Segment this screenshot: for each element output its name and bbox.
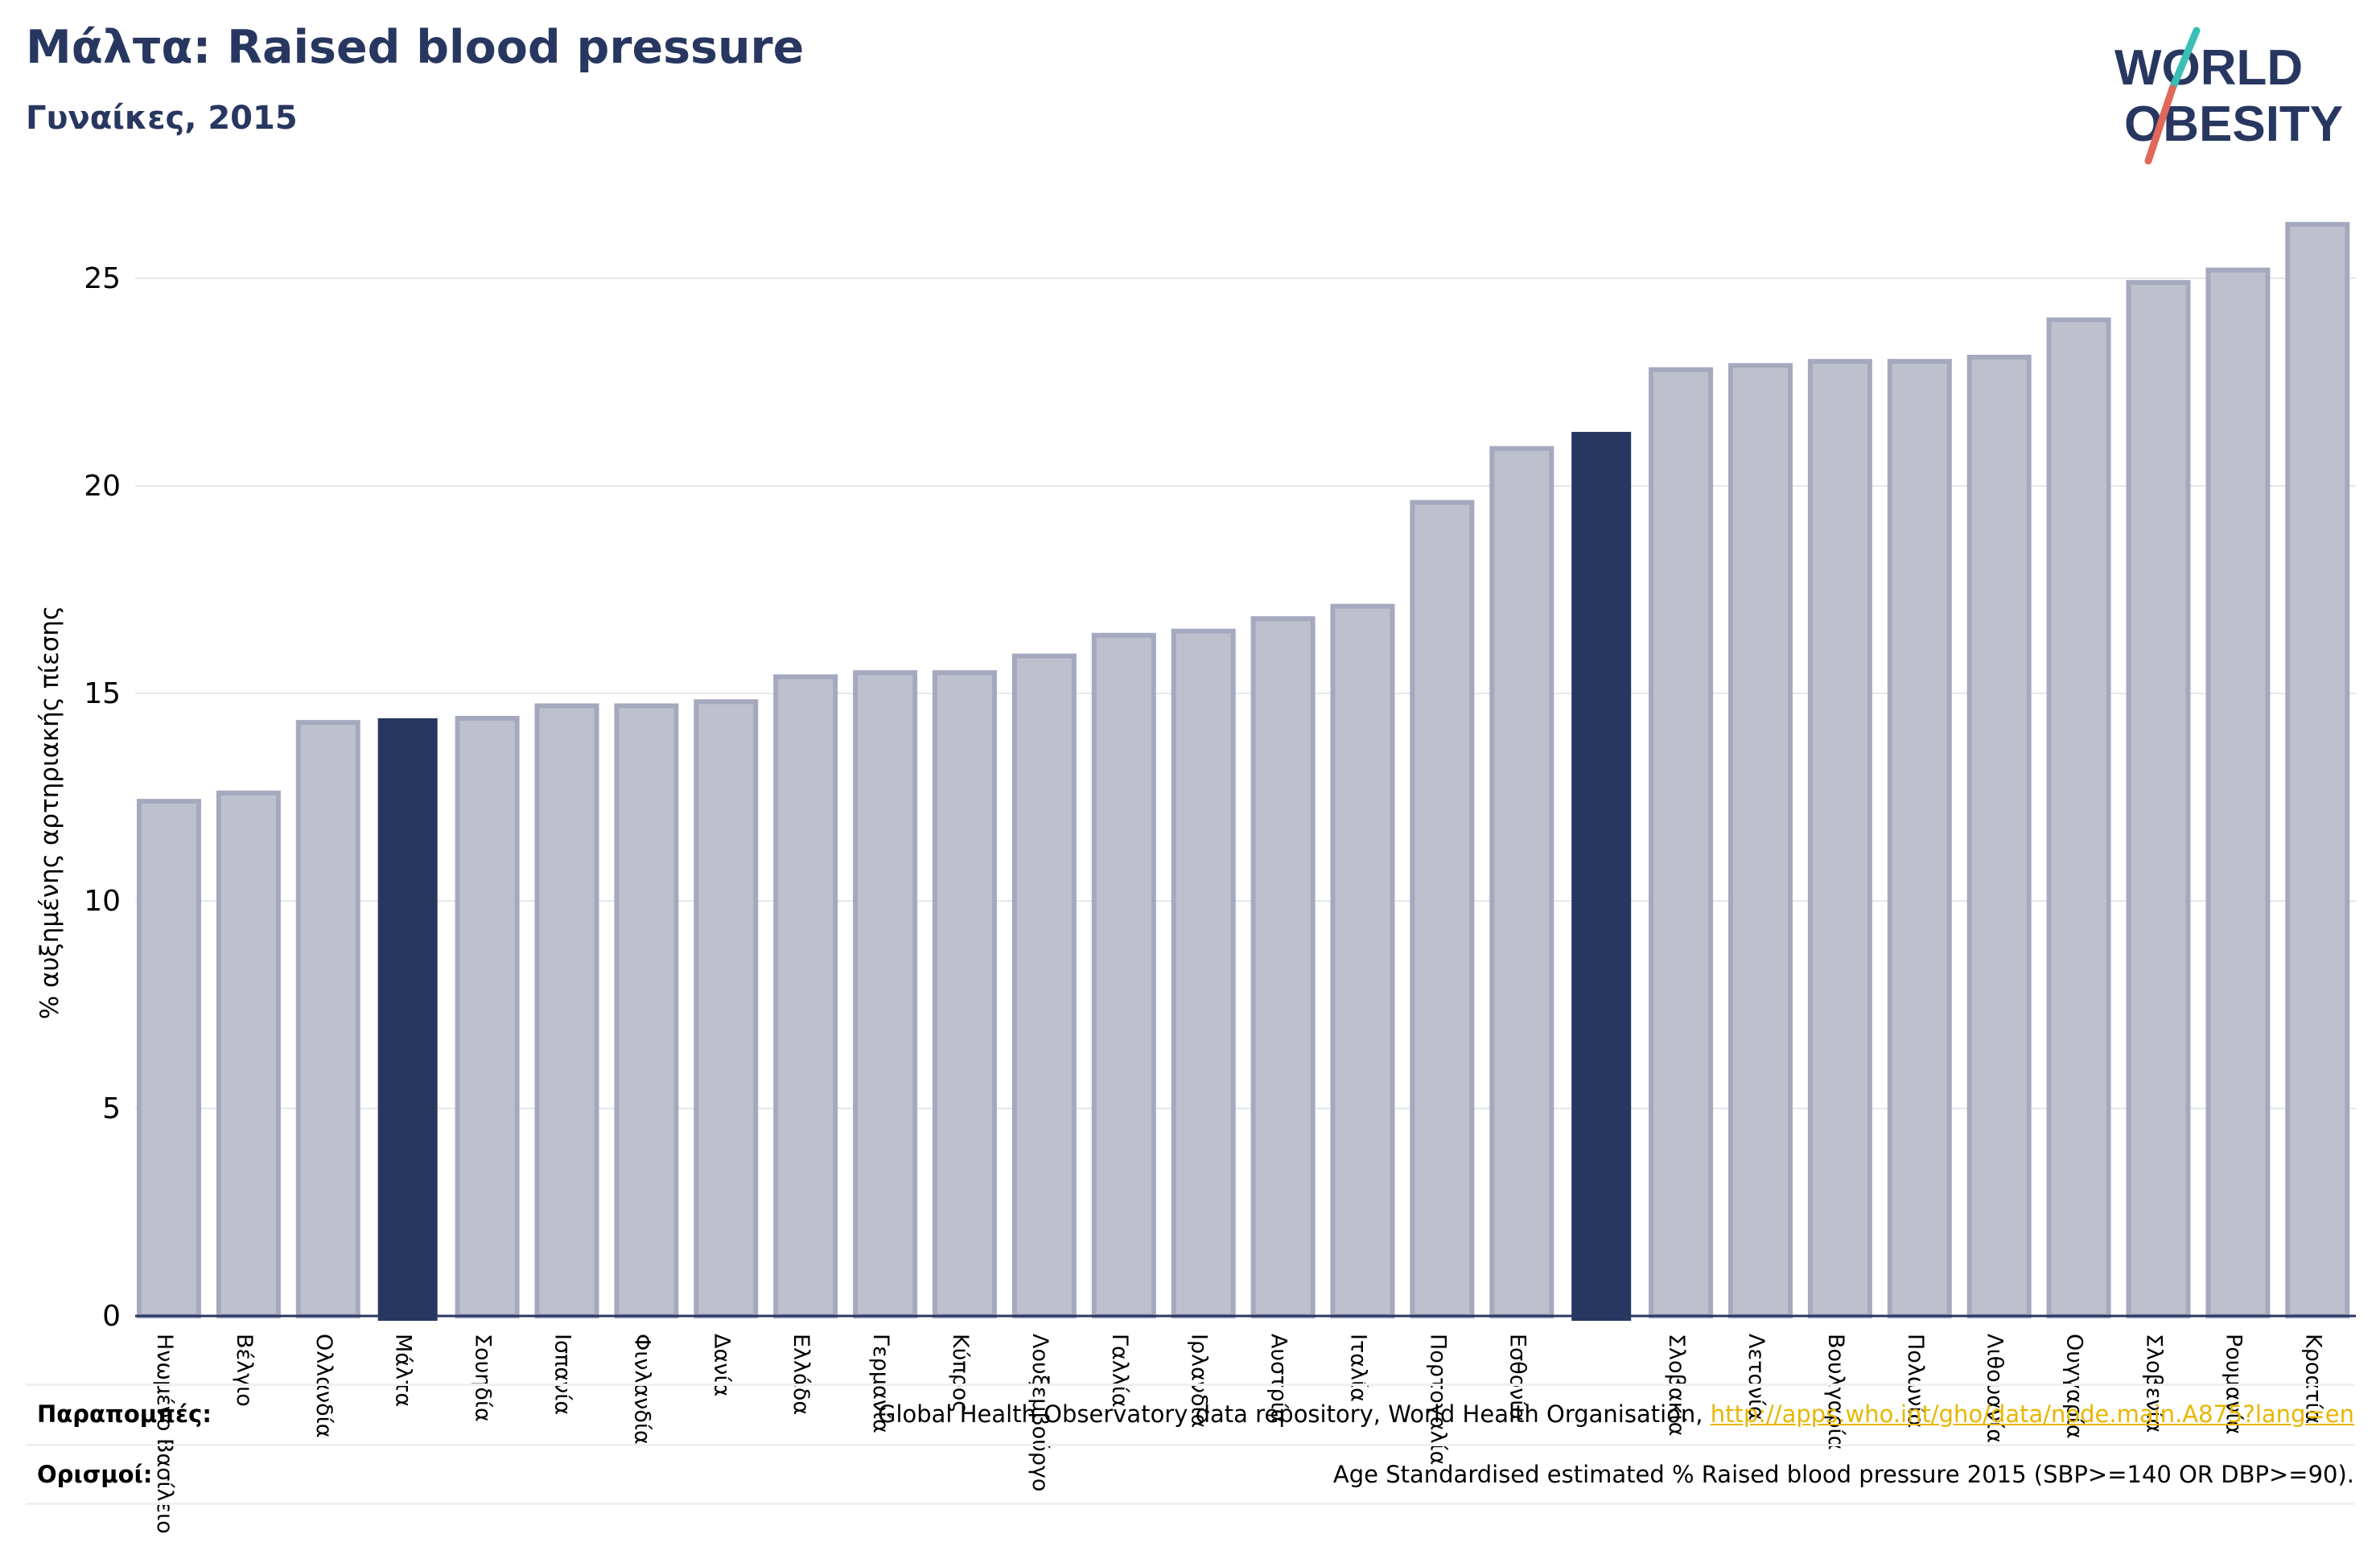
bar xyxy=(1966,355,2032,1318)
bar xyxy=(773,674,838,1318)
x-tick-label: Ιρλανδία xyxy=(1187,1334,1212,1428)
chart-title: Μάλτα: Raised blood pressure xyxy=(26,21,805,74)
bar xyxy=(1330,603,1395,1318)
x-tick-label: Γερμανία xyxy=(868,1334,893,1433)
x-tick-label: Εσθονία xyxy=(1505,1334,1530,1421)
bar xyxy=(2285,221,2350,1318)
bar xyxy=(1091,632,1156,1318)
bar xyxy=(1011,653,1077,1318)
bar xyxy=(694,699,759,1318)
bar xyxy=(216,790,281,1318)
bar xyxy=(534,703,599,1318)
x-tick-label: Ουγγαρία xyxy=(2062,1334,2087,1439)
references-link[interactable]: http://apps.who.int/gho/data/node.main.A… xyxy=(1710,1400,2354,1428)
bar xyxy=(1489,446,1554,1318)
x-tick-label: Βουλγαρία xyxy=(1823,1334,1848,1450)
bar-highlighted xyxy=(1571,431,1632,1322)
bar xyxy=(2046,317,2111,1319)
y-tick-label: 20 xyxy=(84,470,121,503)
bar xyxy=(1807,359,1872,1319)
definitions-text: Age Standardised estimated % Raised bloo… xyxy=(1332,1461,2354,1488)
x-tick-label: Κροατία xyxy=(2300,1334,2325,1424)
x-tick-label: Δανία xyxy=(709,1334,734,1396)
y-tick-label: 15 xyxy=(84,677,121,710)
x-tick-label: Σλοβενία xyxy=(2142,1334,2167,1433)
x-tick-label: Αυστρία xyxy=(1266,1334,1291,1424)
x-tick-label: Βέλγιο xyxy=(232,1334,257,1407)
bar xyxy=(2205,267,2271,1318)
bar xyxy=(1250,616,1316,1318)
bar xyxy=(1410,500,1475,1318)
definitions-label: Ορισμοί: xyxy=(37,1461,153,1488)
x-tick-label: Κύπρος xyxy=(948,1334,973,1413)
x-tick-label: Λετονία xyxy=(1744,1334,1769,1421)
references-label: Παραπομπές: xyxy=(37,1400,212,1428)
bar xyxy=(614,703,679,1318)
x-tick-label: Μάλτα xyxy=(391,1334,416,1407)
y-tick-label: 25 xyxy=(84,262,121,295)
x-tick-label: Πολωνία xyxy=(1903,1334,1928,1428)
bar-highlighted xyxy=(377,718,438,1321)
bars xyxy=(137,221,2350,1322)
x-tick-label: Λιθουανία xyxy=(1983,1334,2007,1443)
logo-line1: WORLD xyxy=(2114,40,2303,96)
x-tick-label: Ελλάδα xyxy=(789,1334,813,1415)
logo-slash-bottom xyxy=(2144,84,2176,165)
bar xyxy=(455,715,520,1318)
logo-slash-top xyxy=(2168,27,2201,93)
references-text: Global Health Observatory data repositor… xyxy=(878,1400,2354,1428)
bar xyxy=(295,720,360,1318)
world-obesity-logo: WORLD OBESITY xyxy=(2114,27,2343,165)
y-tick-label: 0 xyxy=(102,1300,121,1333)
x-tick-label: Πορτογαλία xyxy=(1425,1334,1450,1465)
x-tick-label: Φινλανδία xyxy=(629,1334,654,1445)
references-row: Παραπομπές: Global Health Observatory da… xyxy=(26,1384,2354,1442)
chart-subtitle: Γυναίκες, 2015 xyxy=(26,100,298,137)
bar xyxy=(2126,280,2191,1318)
bar xyxy=(1887,359,1952,1319)
bar xyxy=(137,799,201,1318)
bar xyxy=(933,670,997,1318)
references-source: Global Health Observatory data repositor… xyxy=(877,1400,1711,1428)
bar xyxy=(1171,628,1236,1318)
x-tick-label: Λουξεμβούργο xyxy=(1027,1334,1052,1491)
x-tick-label: Ιταλία xyxy=(1346,1334,1371,1402)
x-tick-label: Σουηδία xyxy=(471,1334,496,1422)
y-tick-label: 5 xyxy=(102,1092,121,1125)
y-tick-label: 10 xyxy=(84,885,121,918)
bar xyxy=(1649,367,1714,1318)
definitions-row: Ορισμοί: Age Standardised estimated % Ra… xyxy=(26,1444,2354,1505)
x-tick-label: Ισπανία xyxy=(550,1334,575,1415)
x-tick-label: Ηνωμένο Βασίλειο xyxy=(152,1334,177,1534)
bar xyxy=(853,670,918,1318)
x-tick-label: Γαλλία xyxy=(1107,1334,1132,1408)
y-axis-label: % αυξημένης αρτηριακής πίεσης xyxy=(35,606,64,1020)
bar xyxy=(1728,363,1793,1318)
